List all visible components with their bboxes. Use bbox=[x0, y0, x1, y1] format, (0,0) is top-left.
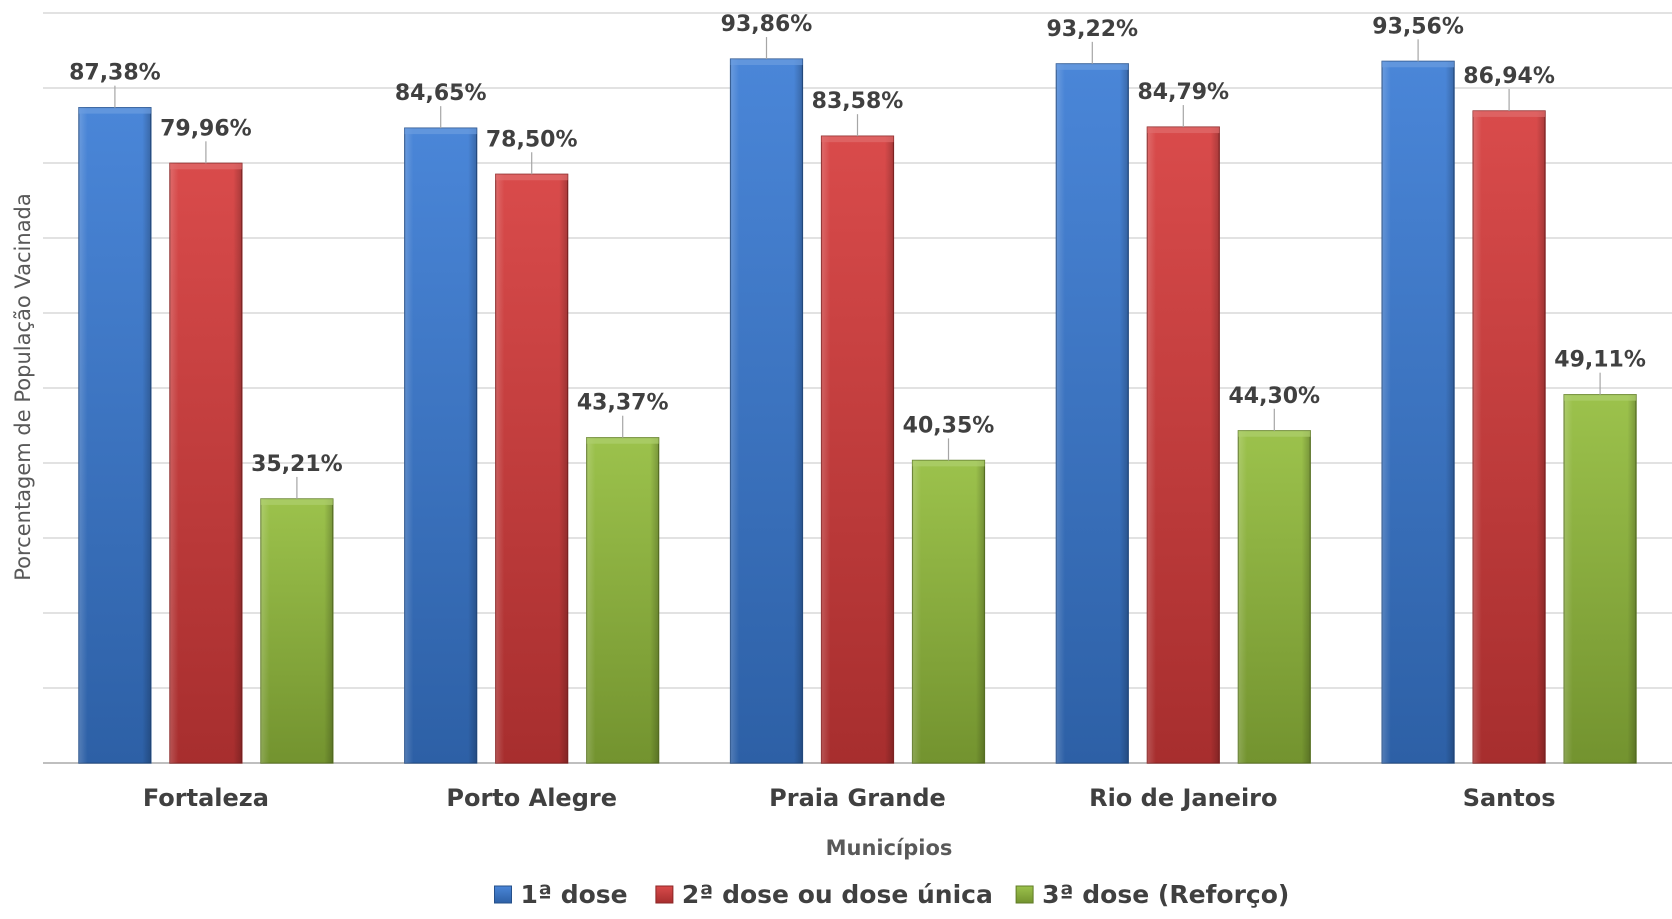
bar-top-bevel bbox=[78, 107, 151, 114]
bar-top-bevel bbox=[1473, 110, 1546, 117]
data-label: 78,50% bbox=[486, 127, 578, 152]
legend-label: 2ª dose ou dose única bbox=[682, 880, 993, 909]
data-label: 93,86% bbox=[721, 12, 813, 37]
bar-top-bevel bbox=[404, 128, 477, 135]
bar-top-bevel bbox=[1147, 127, 1220, 134]
bar-top-bevel bbox=[912, 460, 985, 467]
bar-top-bevel bbox=[260, 498, 333, 505]
bar-shading bbox=[1238, 430, 1311, 763]
category-label: Praia Grande bbox=[769, 784, 946, 812]
bar-top-bevel bbox=[1238, 430, 1311, 437]
bar-shading bbox=[586, 437, 659, 763]
bar-top-bevel bbox=[1564, 394, 1637, 401]
bar-shading bbox=[821, 136, 894, 763]
data-label: 43,37% bbox=[577, 391, 669, 416]
bar-shading bbox=[1473, 110, 1546, 763]
bar-shading bbox=[260, 498, 333, 763]
data-label: 35,21% bbox=[251, 452, 343, 477]
bars bbox=[78, 58, 1637, 764]
bar-shading bbox=[912, 460, 985, 763]
legend-label: 3ª dose (Reforço) bbox=[1042, 880, 1289, 909]
data-label: 83,58% bbox=[812, 89, 904, 114]
bar-top-bevel bbox=[495, 174, 568, 181]
legend-swatch bbox=[494, 885, 512, 904]
legend-swatch bbox=[1015, 885, 1034, 904]
bar-shading bbox=[1147, 127, 1220, 763]
category-label: Santos bbox=[1463, 784, 1556, 812]
x-axis-title: Municípios bbox=[826, 836, 953, 860]
legend-item-1: 1ª dose bbox=[494, 880, 628, 909]
data-label: 40,35% bbox=[903, 413, 995, 438]
category-labels: Fortaleza Porto Alegre Praia Grande Rio de … bbox=[143, 784, 1556, 812]
bar-top-bevel bbox=[169, 163, 242, 170]
bar-shading bbox=[78, 107, 151, 763]
data-label: 93,22% bbox=[1046, 17, 1138, 42]
legend-item-2: 2ª dose ou dose única bbox=[655, 880, 993, 909]
data-label: 87,38% bbox=[69, 61, 161, 86]
bar-top-bevel bbox=[730, 59, 803, 66]
bar-shading bbox=[730, 59, 803, 764]
legend-item-3: 3ª dose (Reforço) bbox=[1015, 880, 1289, 909]
y-axis-title: Porcentagem de População Vacinada bbox=[11, 193, 35, 581]
data-label: 49,11% bbox=[1554, 348, 1646, 373]
bar-top-bevel bbox=[1056, 63, 1129, 70]
bar-top-bevel bbox=[586, 437, 659, 444]
data-label: 86,94% bbox=[1463, 64, 1555, 89]
data-label: 79,96% bbox=[160, 116, 252, 141]
data-label: 93,56% bbox=[1372, 14, 1464, 39]
legend-swatch bbox=[655, 885, 674, 904]
legend: 1ª dose 2ª dose ou dose única 3ª dose (Ref… bbox=[494, 880, 1289, 909]
bar-shading bbox=[1564, 394, 1637, 763]
bar-shading bbox=[404, 128, 477, 763]
category-label: Porto Alegre bbox=[446, 784, 617, 812]
bar-shading bbox=[169, 163, 242, 764]
category-label: Fortaleza bbox=[143, 784, 269, 812]
category-label: Rio de Janeiro bbox=[1089, 784, 1277, 812]
data-label: 44,30% bbox=[1228, 384, 1320, 409]
data-labels: 87,38% 79,96% 35,21% 84,65% 78,50% 43,37% 93,8… bbox=[69, 12, 1646, 499]
bar-top-bevel bbox=[1382, 61, 1455, 68]
bar-shading bbox=[1056, 63, 1129, 764]
data-label: 84,79% bbox=[1137, 80, 1229, 105]
data-label: 84,65% bbox=[395, 81, 487, 106]
bar-top-bevel bbox=[821, 136, 894, 143]
legend-label: 1ª dose bbox=[521, 880, 628, 909]
bar-shading bbox=[1382, 61, 1455, 764]
bar-shading bbox=[495, 174, 568, 763]
